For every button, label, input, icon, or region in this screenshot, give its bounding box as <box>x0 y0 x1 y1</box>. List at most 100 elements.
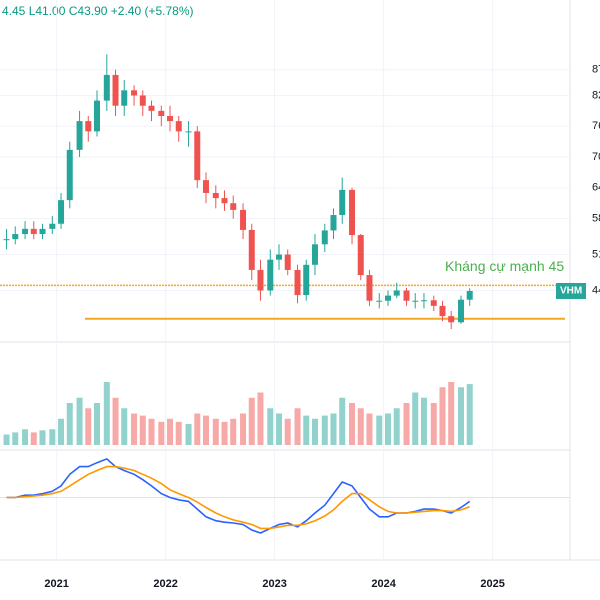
candle-body <box>248 229 255 270</box>
candle-body <box>85 121 92 132</box>
candle-body <box>49 223 56 229</box>
x-tick-label: 2025 <box>480 578 504 590</box>
candle-body <box>321 230 328 245</box>
volume-bar <box>276 413 283 445</box>
volume-bar <box>448 382 455 445</box>
volume-bar <box>139 415 146 445</box>
candle-body <box>403 290 410 301</box>
volume-bar <box>403 403 410 445</box>
candle-body <box>185 131 192 133</box>
volume-bar <box>420 397 427 445</box>
candle-body <box>267 259 274 291</box>
candle-body <box>458 299 465 323</box>
annotation: Kháng cự mạnh 45 <box>445 258 564 274</box>
volume-bar <box>131 413 138 445</box>
volume-bar <box>39 430 46 445</box>
volume-bar <box>85 408 92 445</box>
volume-bar <box>321 415 328 445</box>
candle-body <box>131 90 138 96</box>
candle-body <box>412 300 419 302</box>
volume-bar <box>466 384 473 445</box>
candle-body <box>466 290 473 300</box>
volume-bar <box>158 421 165 445</box>
volume-bar <box>339 397 346 445</box>
volume-bar <box>412 392 419 445</box>
volume-bar <box>202 415 209 445</box>
volume-bar <box>257 392 264 445</box>
volume-bar <box>112 397 119 445</box>
x-tick-label: 2023 <box>262 578 286 590</box>
candle-body <box>3 239 10 241</box>
volume-bar <box>93 403 100 445</box>
volume-bar <box>357 408 364 445</box>
volume-bar <box>240 413 247 445</box>
candle-body <box>303 264 310 296</box>
candle-body <box>139 95 146 106</box>
volume-bar <box>167 418 174 445</box>
candle-body <box>439 305 446 317</box>
y-tick-label: 64 <box>592 182 600 194</box>
candle-body <box>366 275 373 301</box>
symbol-tag <box>556 282 586 299</box>
candle-body <box>420 300 427 302</box>
volume-bar <box>376 415 383 445</box>
volume-bar <box>66 403 73 445</box>
volume-bar <box>248 397 255 445</box>
candle-body <box>202 180 209 193</box>
volume-bar <box>349 403 356 445</box>
candle-body <box>448 316 455 323</box>
candle-body <box>230 203 237 210</box>
y-tick-label: 51 <box>592 248 600 260</box>
volume-bar <box>185 424 192 445</box>
x-tick-label: 2024 <box>371 578 396 590</box>
candle-body <box>112 74 119 106</box>
volume-bar <box>3 434 10 445</box>
volume-bar <box>458 387 465 445</box>
y-tick-label: 87 <box>592 64 600 76</box>
candle-body <box>221 198 228 204</box>
volume-bar <box>311 418 318 445</box>
candle-body <box>294 269 301 296</box>
ohlc-header: 4.45 L41.00 C43.90 +2.40 (+5.78%) <box>2 4 193 18</box>
candle-body <box>39 228 46 235</box>
candle-body <box>384 295 391 301</box>
volume-bar <box>330 413 337 445</box>
candle-body <box>339 189 346 216</box>
candle-body <box>58 200 65 224</box>
x-tick-label: 2021 <box>44 578 68 590</box>
volume-bar <box>393 408 400 445</box>
volume-bar <box>439 387 446 445</box>
macd-line <box>6 465 470 530</box>
volume-bar <box>103 382 110 445</box>
volume-bar <box>303 415 310 445</box>
volume-bar <box>121 408 128 445</box>
candle-body <box>148 105 155 111</box>
volume-bar <box>49 429 56 445</box>
candle-body <box>284 254 291 270</box>
candle-body <box>257 269 264 291</box>
y-tick-label: 70 <box>592 151 600 163</box>
candle-body <box>311 244 318 265</box>
volume-bar <box>148 418 155 445</box>
candle-body <box>194 131 201 181</box>
candle-body <box>357 235 364 276</box>
x-tick-label: 2022 <box>153 578 177 590</box>
candle-body <box>93 100 100 132</box>
candle-body <box>30 228 37 235</box>
candle-body <box>212 192 219 199</box>
candle-body <box>276 254 283 260</box>
candle-body <box>22 228 29 235</box>
volume-bar <box>194 413 201 445</box>
candle-body <box>349 189 356 236</box>
candle-body <box>158 110 165 116</box>
volume-bar <box>430 403 437 445</box>
candle-body <box>330 215 337 231</box>
volume-bar <box>267 408 274 445</box>
y-tick-label: 58 <box>592 213 600 225</box>
volume-bar <box>212 418 219 445</box>
volume-bar <box>284 418 291 445</box>
y-tick-label: 76 <box>592 120 600 132</box>
volume-bar <box>294 408 301 445</box>
